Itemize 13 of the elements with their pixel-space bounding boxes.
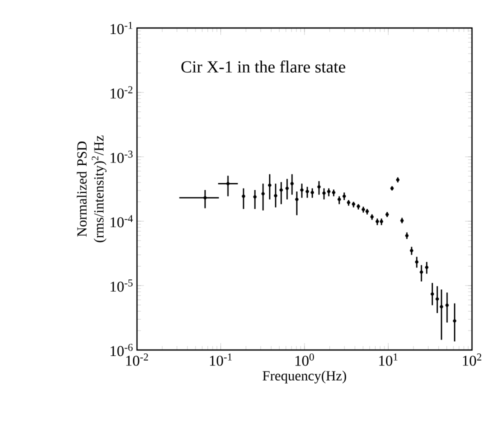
x-axis-title: Frequency(Hz) (262, 370, 346, 384)
x-tick-label: 10$^{1}$ (379, 354, 398, 366)
x-tick-label: 10$^{-1}$ (210, 354, 232, 366)
y-tick-label: 10$^{-6}$ (110, 344, 133, 356)
y-tick-label: 10$^{-5}$ (110, 280, 133, 292)
annotation: Cir X-1 in the flare state (181, 60, 346, 73)
y-tick-label: 10$^{-1}$ (110, 22, 132, 34)
x-tick-label: 10$^{-2}$ (126, 354, 148, 366)
y-tick-label: 10$^{-2}$ (110, 86, 132, 99)
y-tick-label: 10$^{-3}$ (110, 150, 133, 163)
x-tick-label: 10$^{2}$ (462, 354, 482, 366)
y-tick-label: 10$^{-4}$ (110, 215, 133, 228)
x-tick-label: 10$^{0}$ (295, 354, 314, 366)
